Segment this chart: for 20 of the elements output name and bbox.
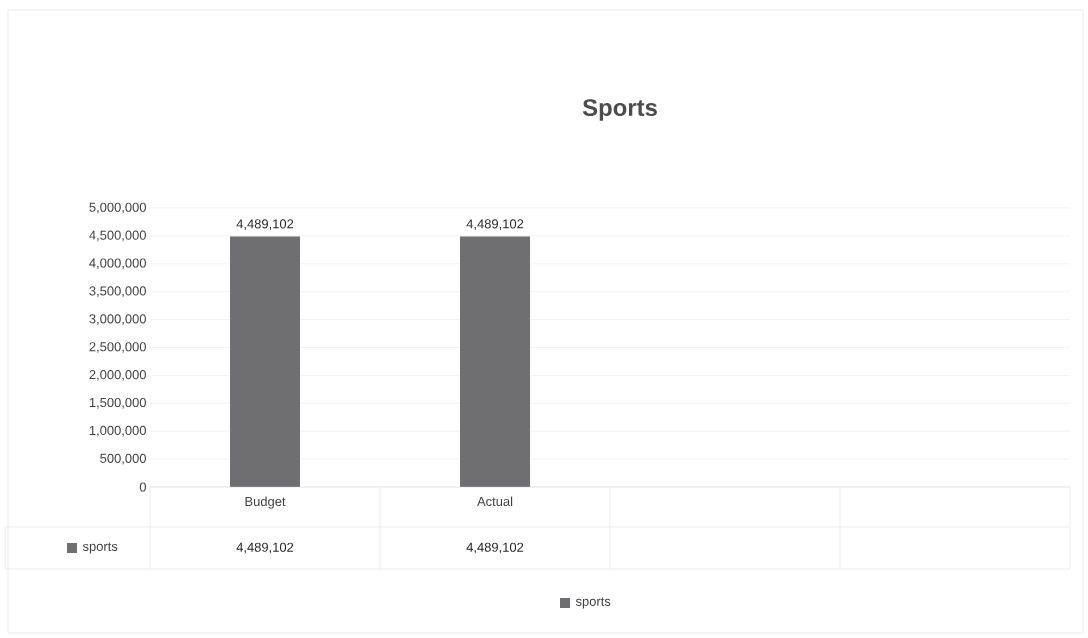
y-tick-label: 1,500,000 [89, 397, 146, 409]
y-tick-label: 4,500,000 [89, 230, 146, 242]
y-tick-label: 1,000,000 [89, 425, 146, 437]
x-tick-label: Budget [245, 496, 286, 509]
x-tick-label: Actual [477, 496, 513, 507]
y-tick-label: 4,000,000 [89, 258, 146, 270]
y-tick-label: 500,000 [100, 453, 146, 465]
y-tick-label: 2,500,000 [89, 342, 146, 353]
y-tick-label: 3,000,000 [89, 314, 146, 325]
y-tick-label: 2,000,000 [89, 370, 146, 381]
chart-title: Sports [582, 99, 657, 121]
text: 4,489,102 [466, 219, 524, 230]
legend-label: sports [575, 597, 611, 609]
text: sports [82, 542, 118, 554]
data-label: 4,489,102 [466, 542, 524, 554]
text: 4,489,102 [236, 219, 294, 230]
y-tick-label: 3,500,000 [89, 286, 146, 298]
data-label: 4,489,102 [236, 542, 294, 554]
y-tick-label: 5,000,000 [89, 202, 146, 214]
y-tick-label: 0 [139, 482, 146, 492]
